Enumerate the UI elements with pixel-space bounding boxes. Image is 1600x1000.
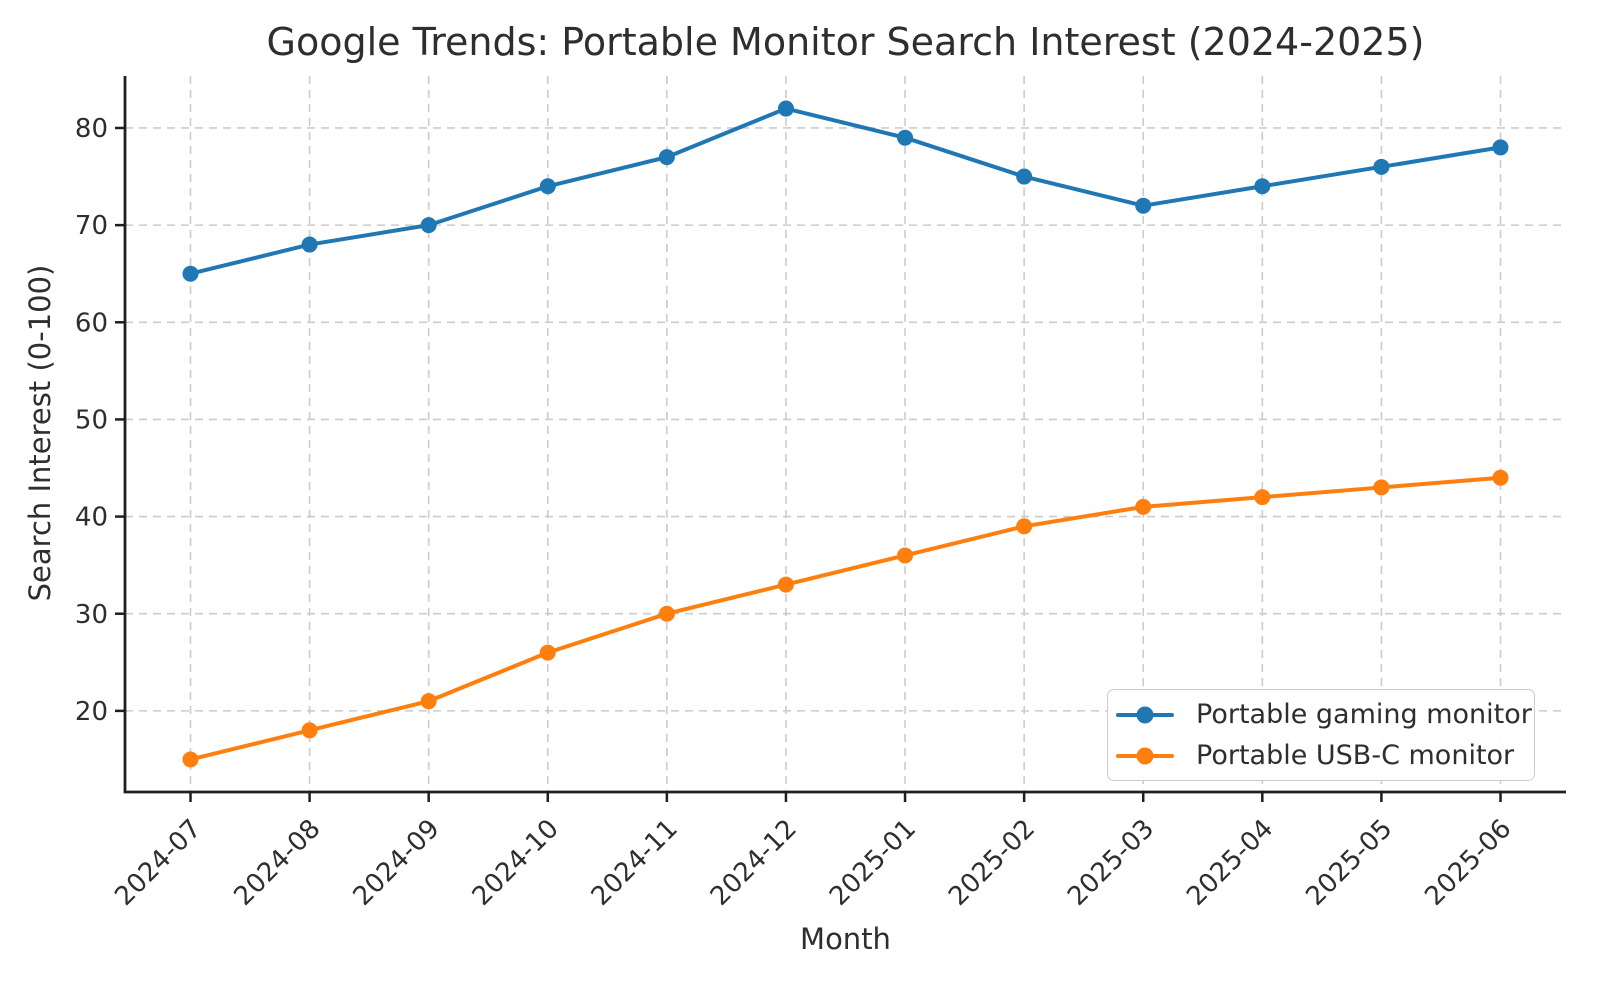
chart-title: Google Trends: Portable Monitor Search I… bbox=[266, 20, 1425, 64]
legend-dot-icon bbox=[1136, 706, 1154, 723]
svg-text:2024-11: 2024-11 bbox=[586, 814, 684, 912]
legend-line-marker-icon bbox=[1116, 747, 1174, 764]
legend-item-usbc-monitor: Portable USB-C monitor bbox=[1116, 735, 1534, 776]
svg-text:2024-09: 2024-09 bbox=[348, 814, 446, 912]
legend-item-gaming-monitor: Portable gaming monitor bbox=[1116, 694, 1534, 735]
svg-text:2025-02: 2025-02 bbox=[943, 814, 1041, 912]
svg-text:70: 70 bbox=[75, 211, 108, 241]
svg-text:2025-06: 2025-06 bbox=[1419, 814, 1517, 912]
legend-label: Portable USB-C monitor bbox=[1196, 740, 1515, 771]
svg-text:80: 80 bbox=[75, 114, 108, 144]
legend-line-marker-icon bbox=[1116, 706, 1174, 723]
svg-text:30: 30 bbox=[75, 600, 108, 630]
svg-text:2024-08: 2024-08 bbox=[229, 814, 327, 912]
svg-text:2025-05: 2025-05 bbox=[1300, 814, 1398, 912]
svg-text:20: 20 bbox=[75, 697, 108, 727]
legend-dot-icon bbox=[1136, 747, 1154, 764]
svg-text:40: 40 bbox=[75, 503, 108, 533]
svg-text:2025-03: 2025-03 bbox=[1062, 814, 1160, 912]
svg-text:2025-01: 2025-01 bbox=[824, 814, 922, 912]
svg-text:50: 50 bbox=[75, 406, 108, 436]
svg-text:2025-04: 2025-04 bbox=[1181, 814, 1279, 912]
y-axis-label: Search Interest (0-100) bbox=[23, 264, 57, 602]
svg-text:2024-12: 2024-12 bbox=[705, 814, 803, 912]
x-axis-label: Month bbox=[800, 922, 891, 956]
legend: Portable gaming monitor Portable USB-C m… bbox=[1107, 689, 1535, 781]
legend-label: Portable gaming monitor bbox=[1196, 699, 1532, 730]
svg-text:2024-10: 2024-10 bbox=[467, 814, 565, 912]
svg-text:60: 60 bbox=[75, 308, 108, 338]
svg-text:2024-07: 2024-07 bbox=[109, 814, 207, 912]
